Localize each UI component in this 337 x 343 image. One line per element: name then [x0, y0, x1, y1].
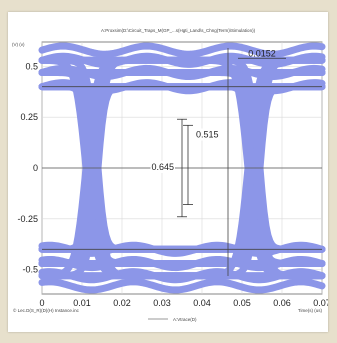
measure-label: 0.515	[196, 130, 219, 140]
y-tick-label: 0.5	[25, 61, 38, 71]
eye-trace-30	[38, 56, 326, 280]
eye-trace-27	[38, 68, 326, 268]
legend-entry: A:Vtrace(D)	[173, 317, 197, 322]
x-tick-label: 0.07	[313, 298, 328, 308]
footnote-text: © Lec.D(S_R)(D)(H) Instance.inc	[13, 307, 80, 313]
x-tick-label: 0.04	[193, 298, 211, 308]
x-tick-label: 0.03	[153, 298, 171, 308]
measure-label-bg	[195, 128, 220, 141]
chart-card: A:Proxsim(D:\Circuit_Traps_M(GP_...s(Hgt…	[8, 12, 328, 332]
measure-label: 0.0152	[248, 48, 276, 58]
x-tick-label: 0	[39, 298, 44, 308]
eye-trace-31	[38, 56, 326, 280]
y-axis-label: (V) (v)	[12, 42, 25, 47]
x-tick-label: 0.02	[113, 298, 131, 308]
eye-trace-7	[38, 278, 326, 294]
y-tick-label: 0.25	[20, 112, 38, 122]
eye-trace-3	[38, 42, 326, 58]
measure-label-bg	[150, 161, 175, 174]
x-tick-label: 0.06	[273, 298, 291, 308]
measure-label: 0.645	[151, 162, 174, 172]
x-tick-label: 0.01	[73, 298, 91, 308]
y-tick-label: -0.5	[22, 265, 38, 275]
chart-title: A:Proxsim(D:\Circuit_Traps_M(GP_...s(Hgt…	[101, 28, 256, 33]
eye-diagram-chart: A:Proxsim(D:\Circuit_Traps_M(GP_...s(Hgt…	[12, 28, 328, 322]
eye-trace-26	[38, 68, 326, 268]
y-tick-label: 0	[33, 163, 38, 173]
y-tick-label: -0.25	[17, 214, 38, 224]
x-tick-label: 0.05	[233, 298, 251, 308]
x-axis-label: Time(s) (us)	[298, 308, 323, 313]
